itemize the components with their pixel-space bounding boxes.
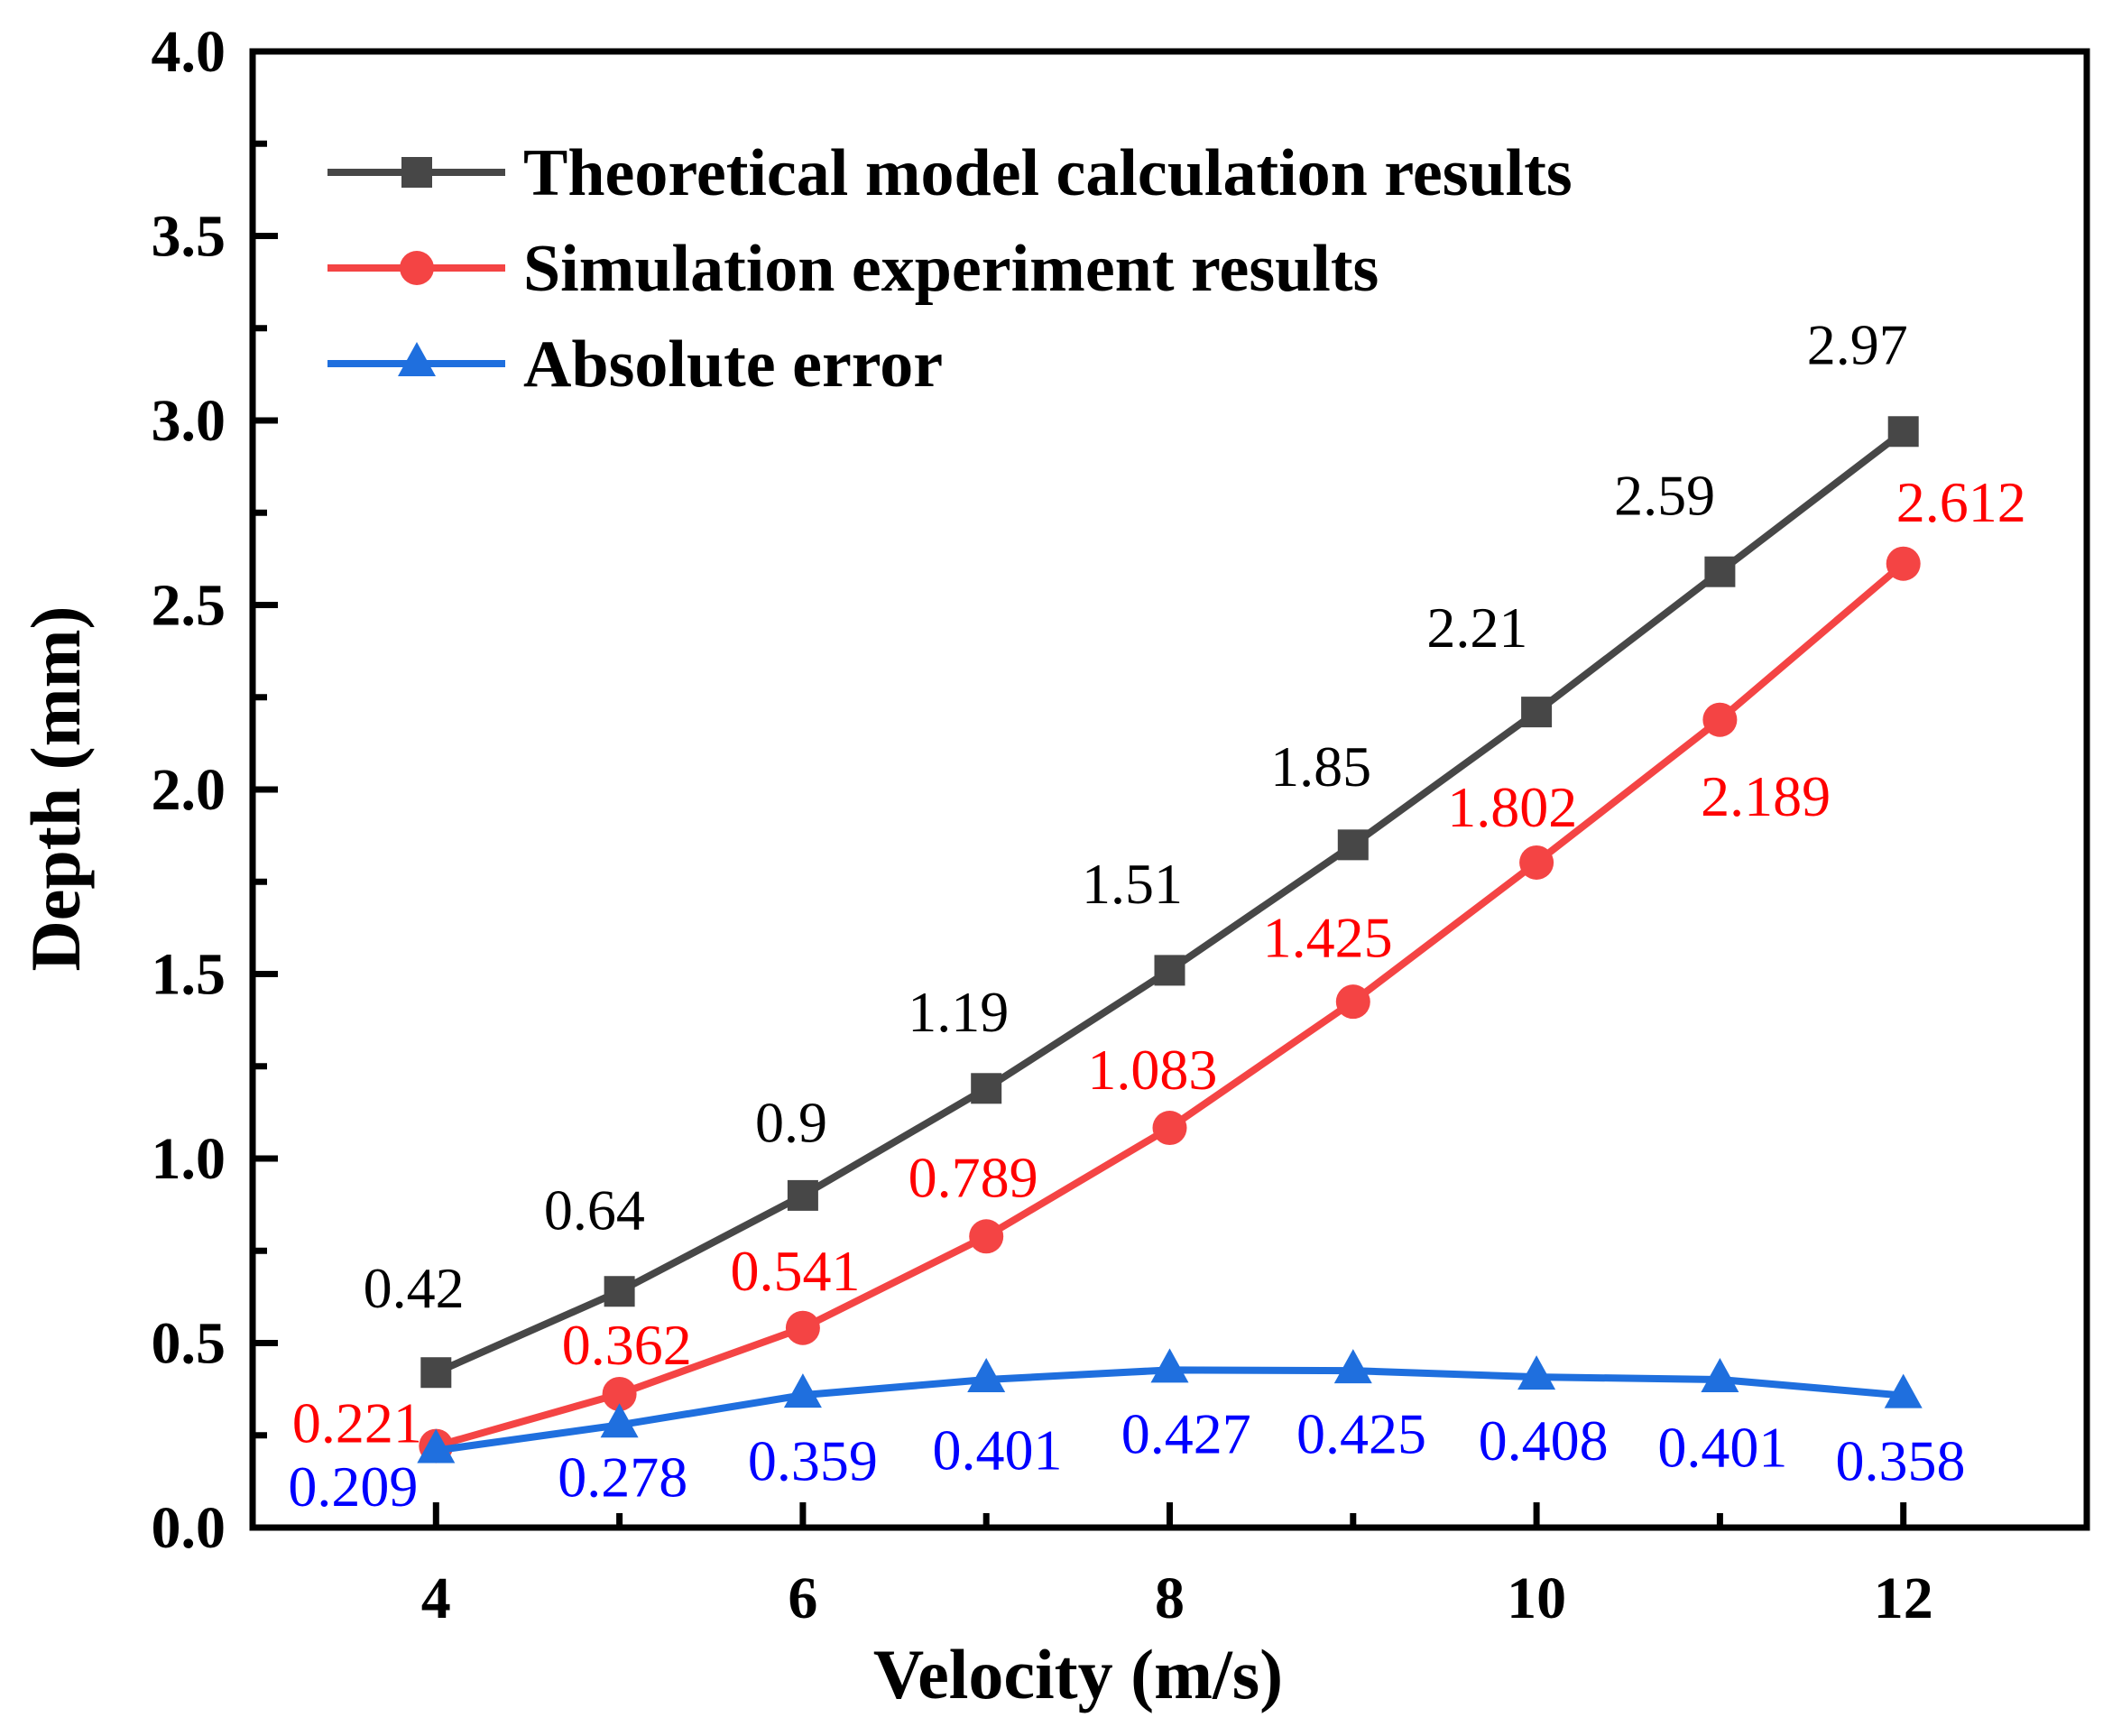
theoretical-data-point	[604, 1276, 635, 1307]
simulation-data-point	[969, 1219, 1004, 1254]
x-tick-label: 12	[1874, 1565, 1933, 1631]
simulation-data-label: 0.362	[562, 1313, 692, 1377]
legend-marker-simulation	[400, 251, 434, 285]
simulation-data-label: 1.083	[1087, 1038, 1217, 1102]
theoretical-data-point	[1154, 955, 1185, 986]
y-tick-label: 0.5	[152, 1311, 226, 1377]
simulation-data-point	[785, 1310, 820, 1345]
error-data-label: 0.401	[933, 1417, 1063, 1482]
error-data-label: 0.359	[748, 1428, 878, 1492]
error-data-point	[600, 1403, 639, 1438]
legend-marker-theoretical	[401, 157, 432, 188]
error-data-point	[1333, 1349, 1372, 1384]
y-tick-label: 3.0	[152, 388, 226, 454]
simulation-data-point	[1152, 1111, 1187, 1146]
theoretical-data-point	[1887, 416, 1919, 448]
simulation-data-point	[1886, 546, 1921, 581]
simulation-data-label: 2.612	[1896, 470, 2026, 534]
simulation-data-label: 2.189	[1701, 764, 1831, 828]
simulation-data-label: 0.221	[292, 1391, 422, 1455]
x-tick-label: 6	[788, 1565, 817, 1631]
error-data-label: 0.358	[1836, 1428, 1966, 1492]
error-data-label: 0.425	[1296, 1402, 1426, 1466]
y-tick-label: 4.0	[152, 19, 226, 85]
theoretical-data-label: 0.64	[544, 1178, 645, 1242]
error-data-point	[417, 1428, 456, 1464]
y-axis-label: Depth (mm)	[16, 605, 95, 971]
theoretical-data-point	[1337, 829, 1369, 861]
simulation-data-point	[1519, 845, 1554, 880]
theoretical-data-point	[420, 1357, 452, 1389]
y-tick-label: 2.5	[152, 573, 226, 639]
x-tick-label: 8	[1155, 1565, 1185, 1631]
y-tick-label: 0.0	[152, 1495, 226, 1561]
y-tick-label: 2.0	[152, 757, 226, 823]
theoretical-data-point	[1521, 697, 1553, 728]
y-tick-label: 1.0	[152, 1126, 226, 1192]
theoretical-data-point	[787, 1179, 818, 1211]
theoretical-data-label: 0.42	[364, 1256, 465, 1320]
legend-marker-error	[398, 342, 436, 376]
theoretical-data-label: 2.97	[1807, 312, 1908, 376]
y-tick-label: 3.5	[152, 204, 226, 270]
error-data-label: 0.209	[288, 1454, 418, 1519]
theoretical-data-label: 1.51	[1082, 852, 1183, 916]
error-data-label: 0.408	[1479, 1408, 1609, 1473]
theoretical-data-label: 2.59	[1614, 464, 1715, 528]
x-tick-label: 10	[1507, 1565, 1566, 1631]
theoretical-data-point	[971, 1073, 1002, 1104]
error-data-point	[1150, 1348, 1189, 1383]
x-tick-label: 4	[421, 1565, 451, 1631]
theoretical-data-label: 2.21	[1426, 596, 1527, 660]
simulation-data-label: 1.802	[1447, 775, 1577, 839]
simulation-data-point	[602, 1376, 637, 1411]
theoretical-data-label: 1.85	[1270, 734, 1371, 799]
error-data-point	[1701, 1357, 1739, 1392]
error-data-label: 0.401	[1657, 1415, 1787, 1479]
error-data-label: 0.278	[558, 1445, 687, 1509]
legend-label-simulation: Simulation experiment results	[523, 232, 1379, 306]
error-data-point	[783, 1373, 822, 1408]
theoretical-data-label: 0.9	[755, 1090, 827, 1154]
y-tick-label: 1.5	[152, 942, 226, 1008]
simulation-data-point	[1335, 984, 1370, 1020]
theoretical-data-point	[1704, 556, 1736, 587]
theoretical-data-label: 1.19	[908, 980, 1009, 1044]
plot-frame	[249, 48, 2090, 1531]
simulation-data-label: 0.541	[730, 1239, 860, 1303]
x-axis-label: Velocity (m/s)	[873, 1635, 1283, 1713]
simulation-data-label: 1.425	[1263, 906, 1393, 970]
legend-label-error: Absolute error	[523, 328, 943, 402]
simulation-data-point	[1702, 702, 1738, 737]
simulation-data-label: 0.789	[909, 1146, 1038, 1210]
error-data-point	[1517, 1355, 1556, 1390]
error-data-label: 0.427	[1121, 1402, 1251, 1466]
legend-label-theoretical: Theoretical model calculation results	[523, 136, 1573, 210]
error-data-point	[1884, 1373, 1923, 1408]
error-data-point	[967, 1357, 1006, 1392]
